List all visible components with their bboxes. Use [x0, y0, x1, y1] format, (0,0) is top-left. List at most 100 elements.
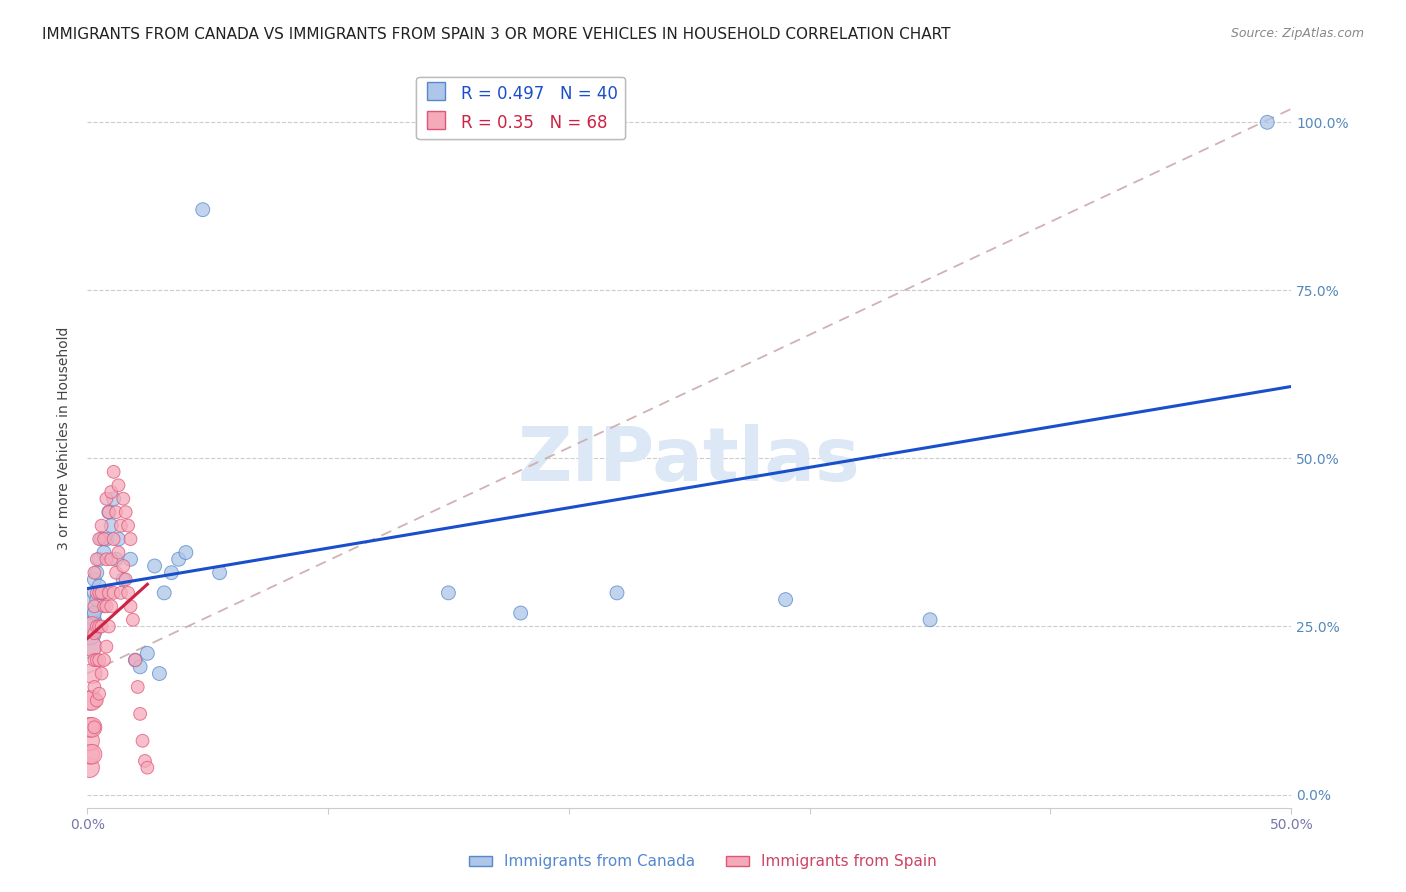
- Point: [509, 606, 531, 620]
- Point: [79, 693, 101, 707]
- Point: [83, 599, 105, 614]
- Point: [97, 586, 120, 600]
- Y-axis label: 3 or more Vehicles in Household: 3 or more Vehicles in Household: [58, 326, 72, 550]
- Point: [100, 518, 122, 533]
- Point: [80, 693, 103, 707]
- Point: [103, 532, 125, 546]
- Point: [80, 619, 103, 633]
- Point: [124, 653, 146, 667]
- Point: [103, 586, 125, 600]
- Point: [167, 552, 190, 566]
- Point: [136, 646, 159, 660]
- Point: [120, 599, 142, 614]
- Point: [122, 613, 145, 627]
- Point: [114, 573, 136, 587]
- Point: [83, 606, 105, 620]
- Point: [79, 761, 101, 775]
- Point: [80, 747, 103, 762]
- Point: [103, 491, 125, 506]
- Point: [96, 491, 118, 506]
- Point: [93, 545, 115, 559]
- Point: [97, 619, 120, 633]
- Point: [127, 680, 149, 694]
- Point: [153, 586, 176, 600]
- Point: [80, 720, 103, 734]
- Point: [105, 505, 128, 519]
- Point: [90, 586, 112, 600]
- Point: [96, 532, 118, 546]
- Point: [79, 747, 101, 762]
- Point: [90, 619, 112, 633]
- Point: [86, 592, 108, 607]
- Point: [112, 491, 135, 506]
- Point: [131, 733, 153, 747]
- Point: [120, 532, 142, 546]
- Point: [105, 566, 128, 580]
- Text: IMMIGRANTS FROM CANADA VS IMMIGRANTS FROM SPAIN 3 OR MORE VEHICLES IN HOUSEHOLD : IMMIGRANTS FROM CANADA VS IMMIGRANTS FRO…: [42, 27, 950, 42]
- Text: Source: ZipAtlas.com: Source: ZipAtlas.com: [1230, 27, 1364, 40]
- Point: [96, 640, 118, 654]
- Point: [114, 505, 136, 519]
- Point: [174, 545, 197, 559]
- Point: [107, 532, 129, 546]
- Point: [1256, 115, 1278, 129]
- Point: [93, 599, 115, 614]
- Point: [143, 559, 166, 574]
- Point: [90, 518, 112, 533]
- Point: [100, 599, 122, 614]
- Point: [89, 586, 111, 600]
- Point: [90, 586, 112, 600]
- Point: [89, 687, 111, 701]
- Point: [160, 566, 183, 580]
- Point: [86, 653, 108, 667]
- Point: [86, 619, 108, 633]
- Point: [83, 720, 105, 734]
- Point: [79, 733, 101, 747]
- Point: [93, 532, 115, 546]
- Legend: R = 0.497   N = 40, R = 0.35   N = 68: R = 0.497 N = 40, R = 0.35 N = 68: [416, 77, 624, 139]
- Point: [129, 660, 152, 674]
- Point: [775, 592, 797, 607]
- Point: [136, 761, 159, 775]
- Point: [90, 532, 112, 546]
- Point: [79, 613, 101, 627]
- Point: [90, 666, 112, 681]
- Point: [83, 586, 105, 600]
- Point: [79, 720, 101, 734]
- Point: [437, 586, 460, 600]
- Point: [83, 573, 105, 587]
- Point: [124, 653, 146, 667]
- Point: [117, 518, 139, 533]
- Point: [134, 754, 156, 768]
- Point: [86, 693, 108, 707]
- Point: [89, 579, 111, 593]
- Point: [79, 640, 101, 654]
- Point: [86, 552, 108, 566]
- Text: ZIPatlas: ZIPatlas: [517, 424, 860, 497]
- Point: [107, 545, 129, 559]
- Point: [129, 706, 152, 721]
- Point: [100, 485, 122, 500]
- Point: [83, 653, 105, 667]
- Point: [105, 552, 128, 566]
- Point: [96, 552, 118, 566]
- Point: [79, 626, 101, 640]
- Point: [80, 619, 103, 633]
- Point: [83, 626, 105, 640]
- Point: [920, 613, 942, 627]
- Point: [80, 640, 103, 654]
- Point: [80, 599, 103, 614]
- Point: [110, 518, 132, 533]
- Point: [208, 566, 231, 580]
- Point: [89, 653, 111, 667]
- Point: [191, 202, 214, 217]
- Point: [103, 465, 125, 479]
- Point: [96, 599, 118, 614]
- Point: [606, 586, 628, 600]
- Point: [97, 505, 120, 519]
- Legend: Immigrants from Canada, Immigrants from Spain: Immigrants from Canada, Immigrants from …: [463, 848, 943, 875]
- Point: [120, 552, 142, 566]
- Point: [83, 680, 105, 694]
- Point: [100, 552, 122, 566]
- Point: [89, 532, 111, 546]
